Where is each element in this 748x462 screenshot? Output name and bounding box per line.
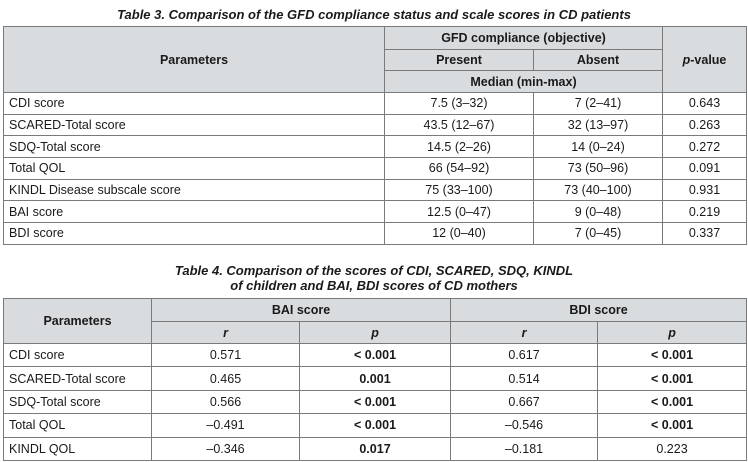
table4-header-bdi: BDI score bbox=[450, 298, 748, 322]
table3-p-value: 0.931 bbox=[662, 178, 747, 202]
table4-header-bai: BAI score bbox=[150, 298, 452, 322]
table4-bdi-p: < 0.001 bbox=[597, 413, 748, 438]
table3-p-value: 0.272 bbox=[662, 135, 747, 159]
table3-absent-value: 14 (0–24) bbox=[533, 135, 663, 159]
table4-title-line1: Table 4. Comparison of the scores of CDI… bbox=[174, 263, 574, 278]
table4-bai-p: < 0.001 bbox=[298, 342, 452, 368]
table4-header-parameters: Parameters bbox=[3, 298, 152, 344]
table4-bai-r: 0.571 bbox=[151, 342, 300, 368]
table3-absent-value: 7 (2–41) bbox=[533, 92, 663, 115]
table4-row-label: SCARED-Total score bbox=[3, 366, 152, 391]
table3-body: CDI score 7.5 (3–32) 7 (2–41) 0.643 SCARED-T… bbox=[3, 92, 747, 245]
table3-present-value: 12.5 (0–47) bbox=[384, 200, 534, 224]
table3-absent-value: 9 (0–48) bbox=[533, 200, 663, 224]
table4-bdi-p: 0.223 bbox=[597, 436, 748, 461]
table-row: KINDL Disease subscale score 75 (33–100) 7… bbox=[3, 178, 747, 202]
table4-bai-p: < 0.001 bbox=[298, 413, 452, 438]
table3-p-value: 0.091 bbox=[662, 157, 747, 180]
table4-bdi-p: < 0.001 bbox=[597, 342, 748, 368]
table4-bai-r: 0.465 bbox=[151, 366, 300, 391]
table4-bai-r: 0.566 bbox=[151, 389, 300, 415]
table3-p-value: 0.337 bbox=[662, 222, 747, 245]
table3-present-value: 14.5 (2–26) bbox=[384, 135, 534, 159]
table4-title-line2: of children and BAI, BDI scores of CD mo… bbox=[230, 278, 518, 293]
table4-row-label: SDQ-Total score bbox=[3, 389, 152, 415]
table3: Parameters GFD compliance (objective) p-… bbox=[3, 26, 747, 245]
table3-header-absent: Absent bbox=[533, 49, 663, 71]
table-row: BAI score 12.5 (0–47) 9 (0–48) 0.219 bbox=[3, 200, 747, 224]
table3-header-pvalue-p: p bbox=[682, 52, 691, 67]
table-row: CDI score 0.571 < 0.001 0.617 < 0.001 bbox=[3, 342, 748, 368]
table3-present-value: 7.5 (3–32) bbox=[384, 92, 534, 115]
table4-row-label: CDI score bbox=[3, 342, 152, 368]
table-row: SCARED-Total score 0.465 0.001 0.514 < 0.001 bbox=[3, 366, 748, 391]
table-row: SCARED-Total score 43.5 (12–67) 32 (13–97)… bbox=[3, 113, 747, 137]
table4-title: Table 4. Comparison of the scores of CDI… bbox=[0, 263, 748, 293]
table4-bdi-p: < 0.001 bbox=[597, 389, 748, 415]
table4-bai-p: 0.017 bbox=[298, 436, 452, 461]
table-row: Total QOL 66 (54–92) 73 (50–96) 0.091 bbox=[3, 157, 747, 180]
table3-absent-value: 7 (0–45) bbox=[533, 222, 663, 245]
table3-absent-value: 73 (50–96) bbox=[533, 157, 663, 180]
table-row: KINDL QOL –0.346 0.017 –0.181 0.223 bbox=[3, 436, 748, 461]
table4-bdi-r: 0.667 bbox=[450, 389, 599, 415]
table4-bdi-p: < 0.001 bbox=[597, 366, 748, 391]
table4-header-bai-r: r bbox=[151, 321, 300, 344]
table4-header-bai-p: p bbox=[298, 321, 452, 344]
table3-row-label: KINDL Disease subscale score bbox=[3, 178, 385, 202]
table3-absent-value: 32 (13–97) bbox=[533, 113, 663, 137]
table4-header-bdi-p: p bbox=[597, 321, 748, 344]
table3-present-value: 75 (33–100) bbox=[384, 178, 534, 202]
table3-row-label: BAI score bbox=[3, 200, 385, 224]
table-row: SDQ-Total score 14.5 (2–26) 14 (0–24) 0.272 bbox=[3, 135, 747, 159]
table3-p-value: 0.643 bbox=[662, 92, 747, 115]
table3-header-parameters: Parameters bbox=[3, 26, 385, 93]
table4-bdi-r: –0.546 bbox=[450, 413, 599, 438]
table4-row-label: Total QOL bbox=[3, 413, 152, 438]
table3-row-label: SCARED-Total score bbox=[3, 113, 385, 137]
table3-header-pvalue: p-value bbox=[662, 26, 747, 93]
table4-bdi-r: 0.617 bbox=[450, 342, 599, 368]
table4-bai-r: –0.346 bbox=[151, 436, 300, 461]
table3-row-label: Total QOL bbox=[3, 157, 385, 180]
table3-row-label: BDI score bbox=[3, 222, 385, 245]
table3-row-label: SDQ-Total score bbox=[3, 135, 385, 159]
table3-header-gfd-compliance: GFD compliance (objective) bbox=[384, 26, 663, 50]
table3-present-value: 43.5 (12–67) bbox=[384, 113, 534, 137]
table4: Parameters BAI score BDI score r p r p C… bbox=[3, 298, 748, 461]
table-row: CDI score 7.5 (3–32) 7 (2–41) 0.643 bbox=[3, 92, 747, 115]
table3-absent-value: 73 (40–100) bbox=[533, 178, 663, 202]
table4-row-label: KINDL QOL bbox=[3, 436, 152, 461]
table4-bai-r: –0.491 bbox=[151, 413, 300, 438]
table3-row-label: CDI score bbox=[3, 92, 385, 115]
table4-bai-p: < 0.001 bbox=[298, 389, 452, 415]
table3-p-value: 0.219 bbox=[662, 200, 747, 224]
table4-body: CDI score 0.571 < 0.001 0.617 < 0.001 SCARED-… bbox=[3, 342, 748, 461]
table3-title: Table 3. Comparison of the GFD complianc… bbox=[117, 7, 631, 22]
table4-header-bdi-r: r bbox=[450, 321, 599, 344]
table3-present-value: 12 (0–40) bbox=[384, 222, 534, 245]
table3-present-value: 66 (54–92) bbox=[384, 157, 534, 180]
table3-header-pvalue-rest: -value bbox=[690, 52, 727, 67]
table3-header-median: Median (min-max) bbox=[384, 70, 663, 93]
table4-bdi-r: –0.181 bbox=[450, 436, 599, 461]
table-row: Total QOL –0.491 < 0.001 –0.546 < 0.001 bbox=[3, 413, 748, 438]
table3-header-present: Present bbox=[384, 49, 534, 71]
table-row: BDI score 12 (0–40) 7 (0–45) 0.337 bbox=[3, 222, 747, 245]
table4-bai-p: 0.001 bbox=[298, 366, 452, 391]
table4-bdi-r: 0.514 bbox=[450, 366, 599, 391]
table-row: SDQ-Total score 0.566 < 0.001 0.667 < 0.001 bbox=[3, 389, 748, 415]
table3-p-value: 0.263 bbox=[662, 113, 747, 137]
